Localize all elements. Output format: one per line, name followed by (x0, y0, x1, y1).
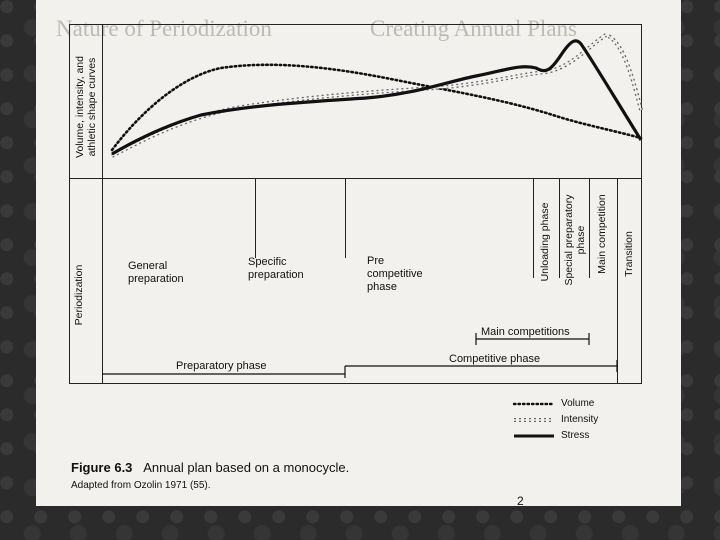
background-heading-right: Creating Annual Plans (370, 16, 577, 41)
legend-volume-label: Volume (561, 398, 595, 409)
phase-divider (345, 178, 346, 258)
section-divider (69, 178, 642, 179)
book-page: Nature of Periodization Creating Annual … (36, 0, 681, 506)
phase-divider (559, 178, 560, 278)
legend-stress-label: Stress (561, 430, 590, 441)
phase-divider (617, 178, 618, 384)
bar-label-preparatory-phase: Preparatory phase (176, 360, 267, 372)
phase-divider (589, 178, 590, 278)
figure-number: Figure 6.3 (71, 460, 133, 475)
bar-label-competitive-phase: Competitive phase (449, 353, 541, 365)
volume-curve (110, 63, 643, 152)
phase-divider (255, 178, 256, 258)
diagram-graphics (102, 32, 643, 438)
phase-general-preparation: General preparation (128, 260, 184, 285)
stress-curve (111, 39, 643, 156)
legend-intensity-label: Intensity (561, 414, 599, 425)
phase-specific-preparation: Specific preparation (248, 256, 304, 281)
figure-caption: Figure 6.3 Annual plan based on a monocy… (71, 460, 349, 475)
phase-divider (533, 178, 534, 278)
footer-fragment: 2 (517, 494, 524, 506)
diagram-frame (69, 24, 642, 384)
bar-label-main-competitions: Main competitions (481, 326, 570, 338)
phase-precompetitive: Pre competitive phase (367, 255, 423, 293)
figure-source: Adapted from Ozolin 1971 (55). (71, 480, 211, 491)
background-heading-left: Nature of Periodization (56, 16, 272, 41)
figure-title: Annual plan based on a monocycle. (143, 460, 350, 475)
label-column-divider (102, 24, 103, 384)
